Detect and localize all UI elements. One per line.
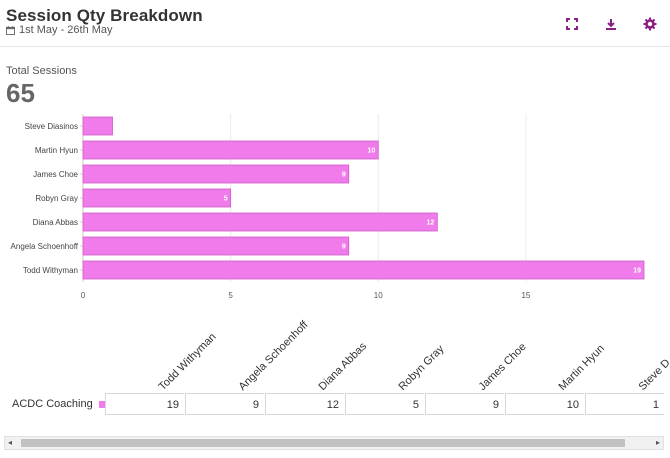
row-label-text: ACDC Coaching <box>12 398 93 410</box>
table-cell: 9 <box>425 393 504 415</box>
table-cell: 5 <box>345 393 424 415</box>
y-tick-label: Diana Abbas <box>33 218 78 227</box>
settings-icon[interactable] <box>643 17 657 31</box>
bar <box>82 260 645 280</box>
bar-data-label: 5 <box>224 196 228 203</box>
widget-header: Session Qty Breakdown 1st May - 26th May <box>0 0 670 47</box>
scroll-right-arrow[interactable]: ▸ <box>655 438 660 447</box>
y-tick-label: Angela Schoenhoff <box>11 242 79 251</box>
column-header: Steve D <box>636 356 670 393</box>
table-cell: 9 <box>185 393 264 415</box>
scroll-left-arrow[interactable]: ◂ <box>8 438 13 447</box>
y-tick-label: Todd Withyman <box>23 266 78 275</box>
bar-data-label: 10 <box>367 148 375 155</box>
total-sessions-label: Total Sessions <box>6 65 77 77</box>
bar <box>82 140 379 160</box>
fullscreen-icon[interactable] <box>565 17 579 31</box>
table-cell: 12 <box>265 393 344 415</box>
widget-title: Session Qty Breakdown <box>6 6 203 25</box>
column-header: Robyn Gray <box>396 343 447 393</box>
x-tick-label: 0 <box>81 291 86 300</box>
y-tick-label: Martin Hyun <box>35 146 78 155</box>
bar-data-label: 19 <box>633 268 641 275</box>
row-label-acdc-coaching: ACDC Coaching <box>12 398 106 410</box>
series-swatch <box>98 400 106 408</box>
bar <box>82 188 232 208</box>
y-tick-label: Steve Diasinos <box>25 122 78 131</box>
scrollbar-thumb[interactable] <box>21 439 625 447</box>
bar-data-label: 12 <box>427 220 435 227</box>
y-tick-label: James Choe <box>33 170 78 179</box>
column-header: James Choe <box>476 340 529 393</box>
calendar-icon <box>6 25 15 35</box>
bar <box>82 116 113 136</box>
bar <box>82 236 350 256</box>
x-tick-label: 15 <box>521 291 530 300</box>
x-tick-label: 5 <box>228 291 233 300</box>
breakdown-table: ACDC Coaching Todd Withyman Angela Schoen… <box>0 305 670 417</box>
date-range-text: 1st May - 26th May <box>19 24 113 36</box>
bar <box>82 212 438 232</box>
table-cell: 10 <box>505 393 584 415</box>
column-header: Diana Abbas <box>316 340 370 393</box>
table-cell: 1 <box>585 393 664 415</box>
download-icon[interactable] <box>604 17 618 31</box>
column-header: Angela Schoenhoff <box>236 318 311 393</box>
x-tick-label: 10 <box>374 291 383 300</box>
session-bar-chart: Steve Diasinos Martin Hyun 10 James Choe 9 Ro… <box>11 114 645 300</box>
table-cell: 19 <box>105 393 184 415</box>
total-sessions-value: 65 <box>6 78 35 108</box>
column-header: Todd Withyman <box>156 330 219 393</box>
bar-data-label: 9 <box>342 172 346 179</box>
date-range: 1st May - 26th May <box>6 24 113 36</box>
bar <box>82 164 350 184</box>
bar-data-label: 9 <box>342 244 346 251</box>
y-tick-label: Robyn Gray <box>35 194 78 203</box>
horizontal-scrollbar[interactable]: ◂ ▸ <box>4 436 664 450</box>
column-header: Martin Hyun <box>556 342 607 393</box>
